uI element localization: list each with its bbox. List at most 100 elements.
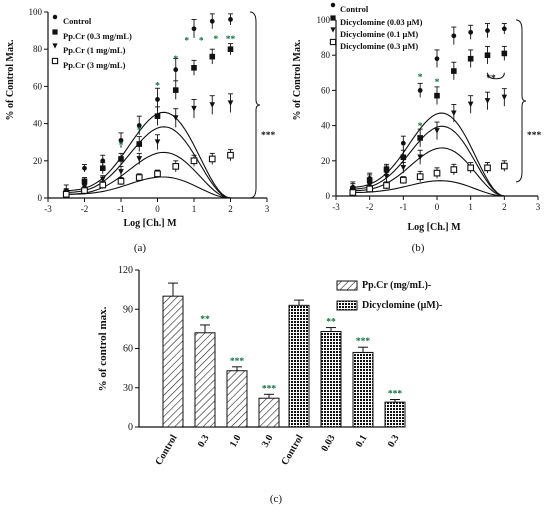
significance-star: *	[137, 126, 142, 136]
data-point	[172, 87, 179, 93]
data-point	[154, 113, 161, 119]
data-point	[209, 18, 215, 24]
data-point	[501, 94, 508, 101]
bar	[258, 397, 280, 428]
series-fit-curve	[66, 176, 231, 199]
data-point	[100, 158, 106, 164]
x-tick-label: -1	[117, 204, 125, 214]
significance-star: *	[173, 55, 178, 65]
significance-star: ***	[230, 357, 245, 367]
data-point	[208, 155, 216, 163]
significance-star: ***	[356, 337, 371, 347]
legend-label-dicyclomine-0.1: Dicyclomine (0.1 μM)	[340, 29, 418, 39]
series-fit-curve	[66, 151, 231, 199]
significance-subbracket	[487, 72, 505, 80]
bar	[320, 330, 342, 428]
data-point	[99, 181, 107, 189]
data-point	[191, 65, 197, 71]
bar	[162, 295, 184, 428]
x-axis-label: Log [Ch.] M	[123, 218, 177, 229]
data-point	[118, 156, 124, 162]
legend-label-ppcr-0.3: Pp.Cr (0.3 mg/mL)	[63, 31, 132, 41]
data-point	[366, 185, 374, 193]
significance-star: *	[214, 35, 219, 45]
legend-label-ppcr: Pp.Cr (mg/mL)-	[362, 280, 431, 291]
x-tick-label: -3	[332, 202, 340, 212]
data-point	[81, 178, 88, 185]
y-tick-label: 120	[118, 265, 133, 276]
data-point	[118, 137, 124, 143]
y-tick-label: 60	[33, 81, 43, 91]
bar	[226, 370, 248, 428]
legend-marker	[330, 15, 336, 21]
legend-marker	[330, 27, 336, 33]
significance-star: *	[418, 122, 423, 132]
data-point	[191, 105, 197, 112]
data-point	[227, 100, 234, 106]
data-point	[400, 165, 407, 171]
series-fit-curve	[66, 126, 231, 199]
data-point	[434, 128, 440, 134]
data-point	[173, 67, 179, 73]
x-tick-label: 1	[192, 204, 197, 214]
data-point	[434, 92, 440, 99]
bar	[194, 332, 216, 428]
data-point	[467, 164, 475, 172]
data-point	[383, 182, 390, 189]
significance-bracket-label: ***	[527, 131, 542, 141]
data-point	[417, 135, 423, 141]
y-tick-label: 0	[128, 422, 133, 433]
bar	[384, 401, 406, 428]
bar	[352, 351, 374, 428]
y-tick-label: 80	[321, 50, 331, 60]
data-point	[500, 162, 508, 170]
legend-label-ppcr-3: Pp.Cr (3 mg/mL)	[63, 60, 126, 70]
legend-label-ppcr-1: Pp.Cr (1 mg/mL)	[63, 45, 126, 55]
category-label: 0.1	[354, 433, 370, 449]
legend-label-dicyclomine-0.3: Dicyclomine (0.3 μM)	[340, 41, 418, 51]
y-tick-label: 60	[321, 85, 331, 95]
x-tick-label: 1	[468, 202, 473, 212]
x-tick-label: 3	[536, 202, 541, 212]
panel-label: (a)	[134, 242, 147, 254]
series-fit-curve	[352, 180, 505, 197]
data-point	[468, 29, 474, 35]
y-tick-label: 30	[123, 383, 133, 394]
bar	[288, 304, 310, 428]
data-point	[450, 166, 458, 173]
legend-marker	[329, 38, 337, 46]
legend-label-dicyclomine: Dicyclomine (μM)-	[362, 300, 442, 311]
legend-label-control: Control	[340, 4, 369, 14]
data-point	[484, 164, 491, 172]
significance-star: *	[199, 37, 204, 47]
y-tick-label: 40	[321, 121, 331, 131]
y-tick-label: 20	[33, 156, 43, 166]
x-tick-label: -2	[366, 202, 374, 212]
legend-marker	[52, 29, 58, 35]
data-point	[484, 98, 491, 104]
data-point	[467, 101, 474, 108]
data-point	[485, 28, 490, 33]
category-label: Control	[279, 433, 305, 467]
series-fit-curve	[66, 111, 231, 199]
data-point	[400, 154, 407, 161]
data-point	[99, 165, 106, 172]
x-tick-label: 2	[502, 202, 507, 212]
significance-star: ***	[262, 384, 277, 394]
y-tick-label: 100	[317, 15, 331, 25]
significance-star: **	[200, 315, 210, 325]
x-tick-label: -2	[81, 204, 89, 214]
data-point	[416, 173, 424, 180]
data-point	[62, 190, 70, 198]
data-point	[172, 163, 180, 170]
x-tick-label: 0	[155, 204, 160, 214]
category-label: 0.03	[319, 433, 337, 454]
y-axis-label: % of Control Max.	[292, 39, 303, 120]
data-point	[81, 187, 88, 194]
data-point	[451, 110, 457, 117]
data-point	[154, 170, 161, 178]
data-point	[135, 174, 143, 181]
x-tick-label: 0	[435, 202, 440, 212]
y-tick-label: 100	[29, 7, 43, 17]
